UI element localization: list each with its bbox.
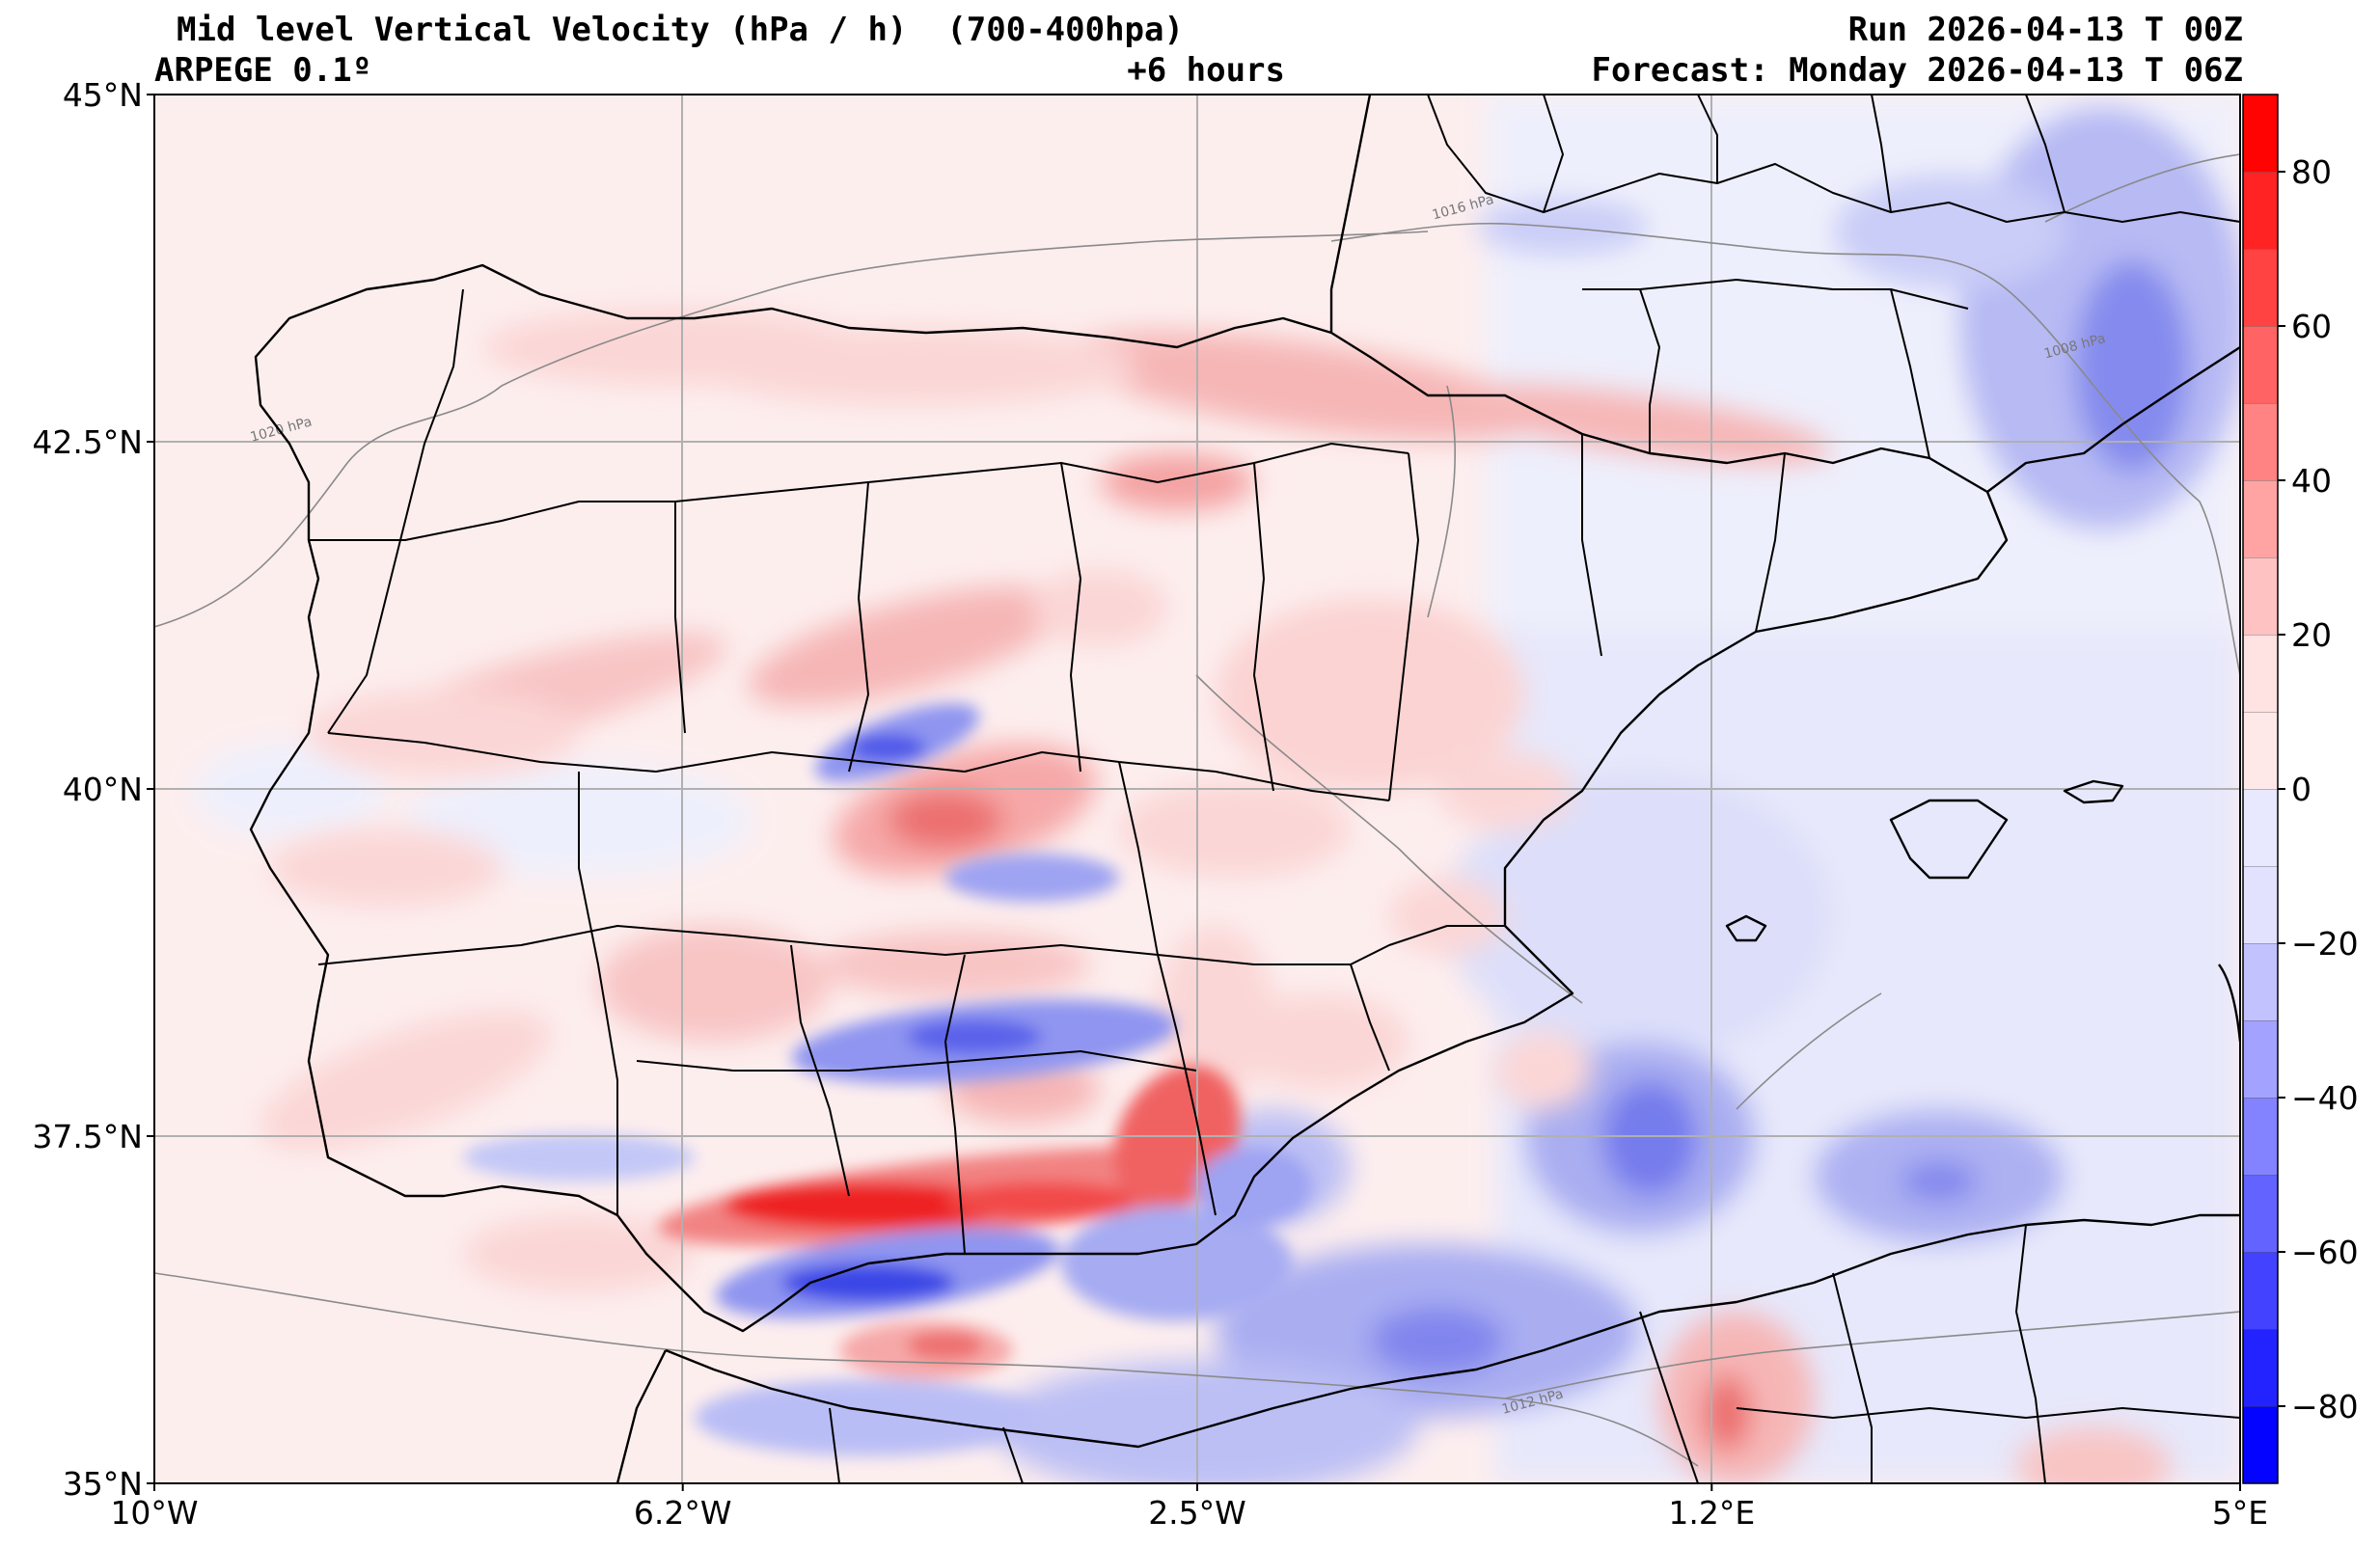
lat-tick-label: 40°N [63,771,143,808]
colorbar-bin [2243,712,2278,789]
colorbar-bin [2243,1329,2278,1406]
regional-borders [309,95,2240,1483]
colorbar-bin [2243,172,2278,249]
colorbar-tick-label: −20 [2291,925,2359,963]
colorbar-bin [2243,635,2278,712]
run-label: Run 2026-04-13 T 00Z [1847,11,2243,49]
colorbar-bin [2243,1175,2278,1252]
colorbar-bin [2243,480,2278,557]
lon-tick-label: 5°E [2212,1494,2268,1532]
colorbar-tick-label: −40 [2291,1079,2359,1117]
colorbar-bin [2243,557,2278,635]
isobars [154,153,2240,1467]
lat-tick-label: 35°N [63,1465,143,1503]
colorbar-bin [2243,1020,2278,1098]
colorbar [2242,94,2279,1484]
graticule [154,95,2240,1483]
colorbar-bin [2243,249,2278,326]
colorbar-tick-label: −60 [2291,1234,2359,1271]
colorbar-tick-label: −80 [2291,1388,2359,1425]
colorbar-tick-label: 80 [2291,153,2332,191]
colorbar-tick-label: 20 [2291,616,2332,654]
lat-tick-label: 42.5°N [32,423,143,461]
longitude-axis: 10°W 6.2°W 2.5°W 1.2°E 5°E [110,1483,2268,1532]
colorbar-tick-label: 40 [2291,462,2332,500]
lead-time-label: +6 hours [1127,51,1285,90]
lon-tick-label: 1.2°E [1668,1494,1755,1532]
model-label: ARPEGE 0.1º [154,51,372,90]
lat-tick-label: 37.5°N [32,1118,143,1155]
colorbar-bin [2243,403,2278,480]
colorbar-bin [2243,866,2278,943]
colorbar-tick-label: 0 [2291,771,2312,808]
forecast-label: Forecast: Monday 2026-04-13 T 06Z [1591,51,2243,90]
map-title: Mid level Vertical Velocity (hPa / h) (7… [177,11,1184,49]
colorbar-bin [2243,943,2278,1020]
latitude-axis: 45°N 42.5°N 40°N 37.5°N 35°N [32,76,154,1503]
colorbar-tick-label: 60 [2291,308,2332,345]
colorbar-bin [2243,789,2278,866]
colorbar-ticks: 80 60 40 20 0 −20 −40 −60 −80 [2278,153,2359,1425]
lon-tick-label: 2.5°W [1148,1494,1246,1532]
lat-tick-label: 45°N [63,76,143,114]
colorbar-bin [2243,1098,2278,1175]
colorbar-bin [2243,326,2278,403]
colorbar-bin [2243,1406,2278,1483]
colorbar-bin [2243,95,2278,172]
lon-tick-label: 10°W [110,1494,198,1532]
lon-tick-label: 6.2°W [634,1494,732,1532]
colorbar-bin [2243,1252,2278,1329]
